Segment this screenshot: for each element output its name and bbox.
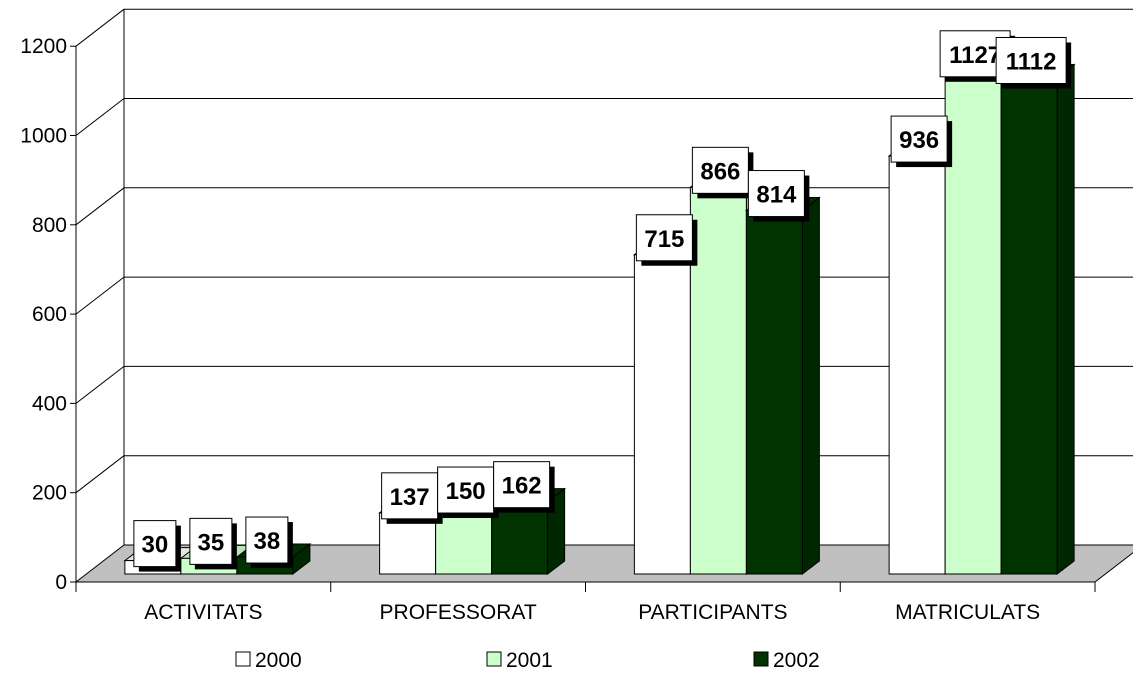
data-label-box	[890, 115, 948, 163]
y-tick-label: 200	[32, 482, 67, 505]
bar	[744, 196, 821, 576]
data-label: 936	[890, 115, 953, 168]
data-label: 162	[493, 461, 555, 513]
y-tick-label: 1000	[20, 125, 67, 148]
x-tick-label: MATRICULATS	[895, 601, 1040, 624]
data-label-box	[635, 214, 693, 262]
bars	[123, 56, 1076, 576]
bar-front	[1000, 76, 1058, 575]
legend-swatch	[486, 651, 502, 667]
y-tick-label: 400	[32, 392, 67, 415]
data-label: 30	[133, 520, 181, 572]
bar-front	[944, 70, 1002, 575]
y-tick-label: 800	[32, 214, 67, 237]
legend-label: 2000	[255, 649, 302, 671]
bar-front	[888, 155, 946, 575]
data-label: 1112	[995, 36, 1072, 89]
x-tick-label: PARTICIPANTS	[638, 601, 787, 624]
bar-front	[633, 254, 691, 575]
gridline-side	[75, 276, 125, 315]
data-label-text: 1127	[949, 42, 1001, 69]
data-label: 35	[189, 517, 237, 570]
data-label-text: 866	[700, 158, 740, 185]
bar-front	[745, 210, 803, 575]
gridline-side	[75, 455, 125, 494]
gridline-side	[75, 98, 125, 136]
x-tick-label: ACTIVITATS	[144, 601, 262, 624]
bar-side	[1056, 63, 1075, 576]
x-axis: ACTIVITATS PROFESSORAT PARTICIPANTS MATRICU…	[75, 582, 1096, 624]
legend-swatch	[753, 651, 769, 667]
gridline-side	[75, 187, 125, 226]
data-label: 814	[747, 170, 810, 222]
x-tick-label: PROFESSORAT	[380, 601, 537, 624]
bar-front	[689, 186, 747, 575]
data-label: 866	[691, 146, 754, 199]
data-label-text: 715	[644, 226, 684, 253]
data-label-text: 38	[254, 528, 281, 555]
data-label-box	[493, 461, 551, 509]
y-tick-label: 600	[32, 303, 67, 326]
data-label-text: 30	[142, 532, 169, 559]
data-label-text: 35	[198, 529, 225, 556]
bar-side	[801, 196, 820, 576]
legend-swatch	[235, 651, 251, 667]
data-labels: 30 35 38 137 150 162 715 866 814 936 1127 1112	[133, 30, 1072, 572]
data-label-box	[437, 466, 495, 514]
bar-front	[435, 506, 493, 575]
data-label-text: 814	[756, 182, 797, 209]
data-label-text: 150	[446, 478, 486, 505]
data-label-box	[245, 516, 289, 564]
legend: 2000 2001 2002	[235, 649, 820, 672]
data-label-box	[133, 520, 177, 568]
legend-label: 2002	[773, 649, 820, 671]
data-label-box	[995, 36, 1067, 84]
legend-label: 2001	[506, 649, 553, 671]
bar	[999, 63, 1076, 576]
data-label-box	[381, 472, 439, 520]
data-label-text: 1112	[1006, 48, 1057, 75]
data-label: 137	[381, 472, 443, 524]
data-label: 715	[635, 214, 698, 266]
data-label: 38	[245, 516, 293, 569]
bar-front	[491, 501, 549, 575]
gridline-side	[75, 8, 125, 47]
data-label-text: 162	[502, 473, 542, 500]
gridline-side	[75, 366, 125, 404]
data-label-text: 936	[899, 127, 939, 154]
data-label: 150	[437, 466, 499, 519]
y-axis: 0 200 400 600 800 1000 1200	[20, 35, 76, 594]
data-label-box	[747, 170, 805, 218]
chart-floor	[74, 544, 1133, 583]
data-label-text: 137	[390, 484, 430, 511]
y-tick-label: 1200	[20, 35, 67, 58]
y-tick-label: 0	[55, 571, 67, 594]
data-label-box	[189, 517, 233, 565]
